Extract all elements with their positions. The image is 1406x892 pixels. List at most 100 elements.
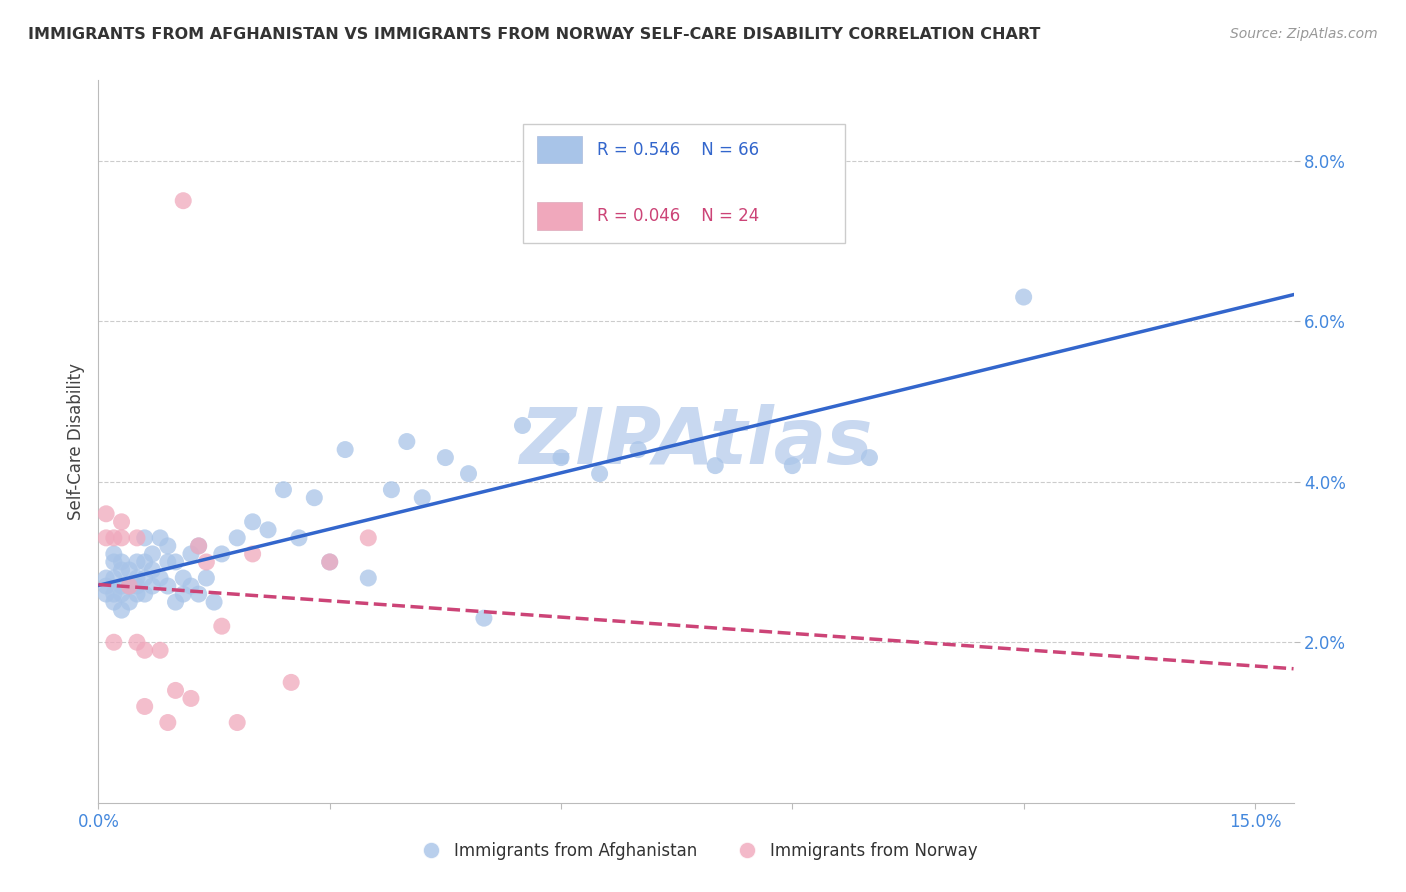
Point xyxy=(118,579,141,593)
Point xyxy=(195,555,218,569)
FancyBboxPatch shape xyxy=(537,202,582,230)
Point xyxy=(434,450,457,465)
Point xyxy=(134,571,156,585)
Point xyxy=(180,547,202,561)
Point xyxy=(195,571,218,585)
Point xyxy=(141,579,163,593)
Point xyxy=(110,563,132,577)
Point xyxy=(858,450,880,465)
Point xyxy=(134,555,156,569)
Point xyxy=(273,483,295,497)
Point xyxy=(280,675,302,690)
Point xyxy=(103,547,125,561)
Point xyxy=(457,467,479,481)
Point xyxy=(187,587,209,601)
Point xyxy=(94,507,117,521)
Point xyxy=(187,539,209,553)
Point xyxy=(288,531,311,545)
Point xyxy=(110,515,132,529)
Point xyxy=(118,579,141,593)
Point xyxy=(156,539,179,553)
Point xyxy=(782,458,804,473)
Point xyxy=(304,491,326,505)
Point xyxy=(110,531,132,545)
Point xyxy=(357,531,380,545)
Text: Source: ZipAtlas.com: Source: ZipAtlas.com xyxy=(1230,27,1378,41)
Point xyxy=(110,587,132,601)
FancyBboxPatch shape xyxy=(537,136,582,163)
Point xyxy=(172,571,194,585)
Point xyxy=(165,683,187,698)
Point xyxy=(149,643,172,657)
Text: IMMIGRANTS FROM AFGHANISTAN VS IMMIGRANTS FROM NORWAY SELF-CARE DISABILITY CORRE: IMMIGRANTS FROM AFGHANISTAN VS IMMIGRANT… xyxy=(28,27,1040,42)
Point xyxy=(165,595,187,609)
Point xyxy=(125,531,148,545)
Point xyxy=(125,579,148,593)
Point xyxy=(134,643,156,657)
Point xyxy=(134,587,156,601)
FancyBboxPatch shape xyxy=(523,124,845,243)
Point xyxy=(125,635,148,649)
Point xyxy=(103,635,125,649)
Point xyxy=(103,587,125,601)
Point xyxy=(395,434,418,449)
Point xyxy=(141,563,163,577)
Point xyxy=(94,579,117,593)
Point xyxy=(187,539,209,553)
Point xyxy=(357,571,380,585)
Point xyxy=(103,595,125,609)
Legend: Immigrants from Afghanistan, Immigrants from Norway: Immigrants from Afghanistan, Immigrants … xyxy=(408,836,984,867)
Point xyxy=(110,555,132,569)
Point xyxy=(118,563,141,577)
Point xyxy=(172,194,194,208)
Point xyxy=(627,442,650,457)
Point xyxy=(472,611,495,625)
Point xyxy=(156,715,179,730)
Point xyxy=(202,595,225,609)
Point xyxy=(149,571,172,585)
Point xyxy=(125,555,148,569)
Point xyxy=(588,467,610,481)
Point xyxy=(118,595,141,609)
Point xyxy=(149,531,172,545)
Point xyxy=(103,531,125,545)
Point xyxy=(226,531,249,545)
Point xyxy=(156,555,179,569)
Point xyxy=(156,579,179,593)
Point xyxy=(110,603,132,617)
Point xyxy=(550,450,572,465)
Point xyxy=(103,571,125,585)
Y-axis label: Self-Care Disability: Self-Care Disability xyxy=(66,363,84,520)
Point xyxy=(110,579,132,593)
Text: ZIPAtlas: ZIPAtlas xyxy=(519,403,873,480)
Point xyxy=(180,579,202,593)
Point xyxy=(94,587,117,601)
Point xyxy=(211,619,233,633)
Point xyxy=(319,555,342,569)
Point xyxy=(226,715,249,730)
Point xyxy=(125,571,148,585)
Point xyxy=(180,691,202,706)
Point xyxy=(211,547,233,561)
Point xyxy=(103,555,125,569)
Point xyxy=(94,571,117,585)
Point xyxy=(134,531,156,545)
Point xyxy=(242,515,264,529)
Point xyxy=(134,699,156,714)
Point xyxy=(512,418,534,433)
Text: R = 0.046    N = 24: R = 0.046 N = 24 xyxy=(596,207,759,225)
Point xyxy=(333,442,356,457)
Point xyxy=(94,531,117,545)
Point xyxy=(141,547,163,561)
Point xyxy=(411,491,433,505)
Point xyxy=(257,523,280,537)
Point xyxy=(319,555,342,569)
Point xyxy=(125,587,148,601)
Point xyxy=(165,555,187,569)
Point xyxy=(172,587,194,601)
Text: R = 0.546    N = 66: R = 0.546 N = 66 xyxy=(596,141,759,159)
Point xyxy=(380,483,402,497)
Point xyxy=(704,458,727,473)
Point xyxy=(1012,290,1035,304)
Point xyxy=(242,547,264,561)
